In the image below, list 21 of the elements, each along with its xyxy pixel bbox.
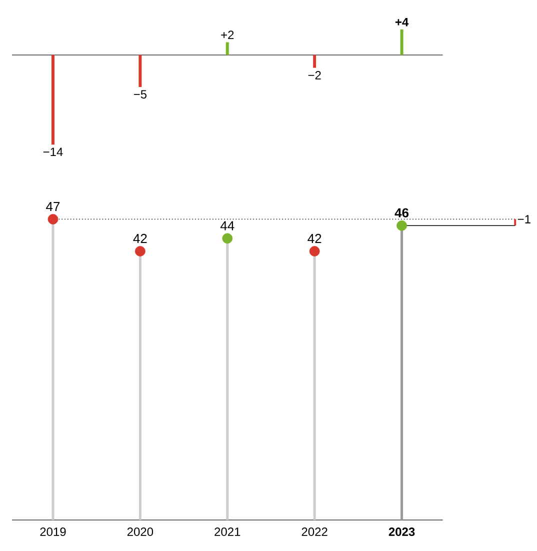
point xyxy=(309,246,320,256)
data-label: −14 xyxy=(43,148,63,156)
point xyxy=(396,220,407,231)
data-label: +4 xyxy=(395,18,409,26)
x-tick-label: 2023 xyxy=(388,528,415,536)
text: −1 xyxy=(518,215,530,224)
data-label: 42 xyxy=(308,234,322,243)
data-label: 42 xyxy=(133,234,147,243)
x-tick-label: 2020 xyxy=(127,528,154,536)
data-label: 47 xyxy=(46,202,60,211)
point xyxy=(222,233,233,244)
x-tick-label: 2021 xyxy=(214,528,240,536)
data-label: 44 xyxy=(220,221,234,230)
point xyxy=(134,246,146,256)
x-tick-label: 2019 xyxy=(40,528,66,536)
data-label: +2 xyxy=(221,30,234,39)
data-label: 46 xyxy=(394,208,409,218)
data-label: −5 xyxy=(134,90,147,99)
x-tick-label: 2022 xyxy=(302,528,328,536)
data-label: −2 xyxy=(308,71,321,80)
point xyxy=(48,214,58,224)
